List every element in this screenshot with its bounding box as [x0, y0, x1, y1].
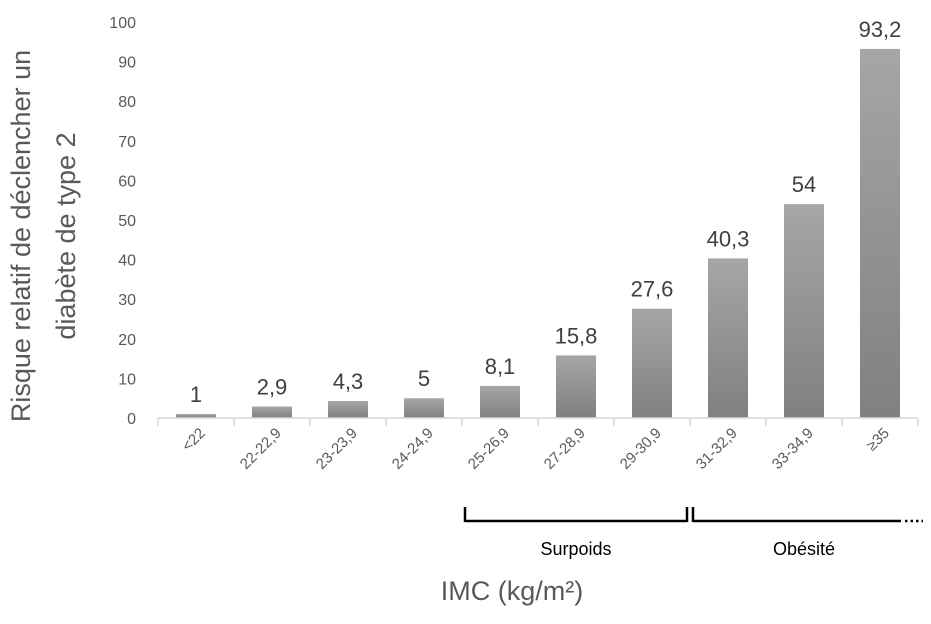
category-groups: Surpoids Obésité [463, 507, 923, 559]
x-tick-label: 22-22,9 [237, 425, 285, 473]
y-axis-title: Risque relatif de déclencher un diabète … [6, 50, 81, 422]
x-tick-label: 24-24,9 [389, 425, 437, 473]
data-label: 4,3 [333, 369, 364, 394]
y-axis-title-line-2: diabète de type 2 [51, 132, 81, 339]
data-label: 5 [418, 366, 430, 391]
bar [176, 414, 216, 418]
data-label: 8,1 [485, 354, 516, 379]
y-axis-title-line-1: Risque relatif de déclencher un [6, 50, 36, 422]
data-label: 15,8 [555, 323, 598, 348]
bars [176, 48, 900, 418]
x-axis-ticks: <22 22-22,9 23-23,9 24-24,9 25-26,9 27-28,9 29… [179, 425, 893, 473]
y-tick-label: 20 [118, 332, 136, 349]
bar [708, 258, 748, 418]
x-axis [157, 417, 919, 426]
y-axis-ticks: 0 10 20 30 40 50 60 70 80 90 100 [109, 15, 136, 428]
y-tick-label: 90 [118, 55, 136, 72]
bar [860, 48, 900, 418]
y-tick-label: 40 [118, 253, 136, 270]
data-label: 93,2 [859, 17, 902, 42]
bar [480, 385, 520, 418]
bar [328, 400, 368, 418]
y-tick-label: 60 [118, 173, 136, 190]
bar [556, 355, 596, 418]
y-tick-label: 10 [118, 371, 136, 388]
y-tick-label: 70 [118, 134, 136, 151]
data-label: 1 [190, 382, 202, 407]
y-tick-label: 50 [118, 213, 136, 230]
y-tick-label: 30 [118, 292, 136, 309]
data-label: 27,6 [631, 277, 674, 302]
x-tick-label: 31-32,9 [693, 425, 741, 473]
x-tick-label: 29-30,9 [617, 425, 665, 473]
x-tick-label: 27-28,9 [541, 425, 589, 473]
group-label: Surpoids [540, 539, 611, 559]
data-labels: 1 2,9 4,3 5 8,1 15,8 27,6 40,3 54 93,2 [190, 17, 902, 407]
x-tick-label: ≥35 [863, 425, 893, 455]
y-tick-label: 100 [109, 15, 136, 32]
group-label: Obésité [773, 539, 835, 559]
data-label: 2,9 [257, 375, 288, 400]
bar [404, 398, 444, 418]
data-label: 54 [792, 172, 816, 197]
x-tick-label: 25-26,9 [465, 425, 513, 473]
x-tick-label: <22 [179, 425, 209, 455]
bar [632, 308, 672, 418]
x-axis-title: IMC (kg/m²) [441, 576, 583, 606]
y-tick-label: 0 [127, 411, 136, 428]
y-tick-label: 80 [118, 94, 136, 111]
data-label: 40,3 [707, 226, 750, 251]
x-tick-label: 33-34,9 [769, 425, 817, 473]
x-tick-label: 23-23,9 [313, 425, 361, 473]
bar [784, 204, 824, 418]
bar [252, 406, 292, 418]
